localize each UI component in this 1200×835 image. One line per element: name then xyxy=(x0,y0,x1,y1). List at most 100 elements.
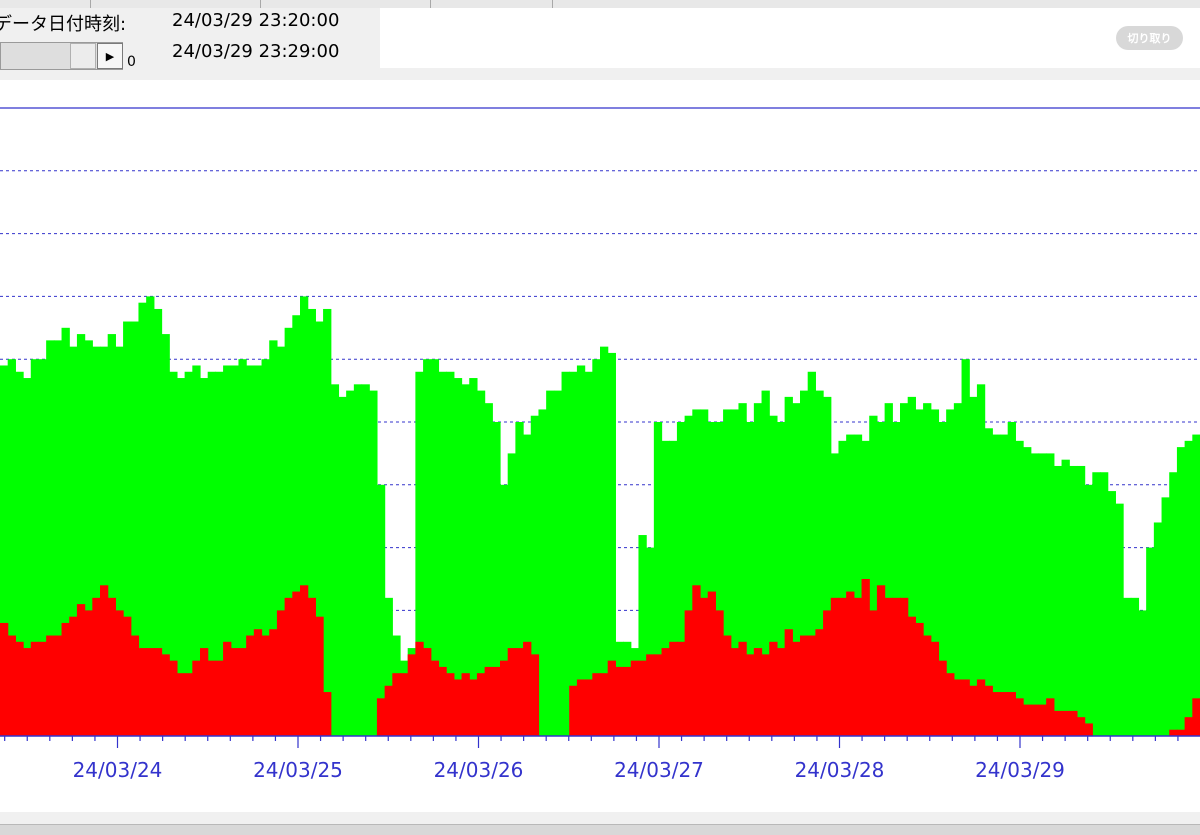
green-series-bar xyxy=(1169,472,1178,736)
green-series-bar xyxy=(276,346,286,736)
green-series-bar xyxy=(361,384,370,736)
x-tick-label: 24/03/24 xyxy=(73,758,163,782)
green-series-bar xyxy=(30,359,40,736)
green-series-bar xyxy=(669,440,678,736)
green-series-bar xyxy=(184,371,193,736)
green-series-bar xyxy=(469,378,478,736)
x-tick-label: 24/03/29 xyxy=(975,758,1065,782)
red-series-bar xyxy=(807,635,816,736)
bottom-scrollbar[interactable] xyxy=(0,824,1200,835)
green-series-bar xyxy=(707,422,716,736)
red-series-bar xyxy=(653,654,663,736)
red-series-bar xyxy=(76,604,86,736)
green-series-bar xyxy=(1084,484,1093,736)
green-series-bar xyxy=(300,296,309,736)
green-series-bar xyxy=(69,346,78,736)
red-series-bar xyxy=(930,641,940,736)
green-series-bar xyxy=(815,390,824,736)
red-series-bar xyxy=(230,648,240,736)
green-series-bar xyxy=(769,415,778,736)
red-series-bar xyxy=(1192,698,1200,736)
green-series-bar xyxy=(530,415,540,736)
green-series-bar xyxy=(100,346,109,736)
red-series-bar xyxy=(869,610,878,736)
green-series-bar xyxy=(761,390,770,736)
green-series-bar xyxy=(230,365,240,736)
green-series-bar xyxy=(238,359,247,736)
green-series-bar xyxy=(523,434,532,736)
cut-button[interactable]: 切り取り xyxy=(1116,26,1183,50)
red-series-bar xyxy=(638,660,647,736)
green-series-bar xyxy=(269,340,278,736)
red-series-bar xyxy=(646,654,655,736)
red-series-bar xyxy=(730,648,740,736)
red-series-bar xyxy=(584,679,593,736)
red-series-bar xyxy=(261,635,270,736)
step-forward-button[interactable]: ▶ xyxy=(97,43,123,69)
green-series-bar xyxy=(953,403,963,736)
green-series-bar xyxy=(1069,465,1078,736)
red-series-bar xyxy=(692,585,701,736)
green-series-bar xyxy=(600,346,609,736)
green-series-bar xyxy=(576,365,586,736)
green-series-bar xyxy=(807,371,816,736)
green-series-bar xyxy=(92,346,101,736)
red-series-bar xyxy=(430,660,440,736)
red-series-bar xyxy=(207,660,216,736)
red-series-bar xyxy=(300,585,309,736)
green-series-bar xyxy=(323,308,332,736)
data-datetime-label: データ日付時刻: xyxy=(0,14,127,35)
red-series-bar xyxy=(138,648,147,736)
red-series-bar xyxy=(830,597,840,736)
red-series-bar xyxy=(415,641,424,736)
green-series-bar xyxy=(246,365,255,736)
red-series-bar xyxy=(323,692,332,736)
green-series-bar xyxy=(7,359,16,736)
green-series-bar xyxy=(223,365,232,736)
red-series-bar xyxy=(669,641,678,736)
red-series-bar xyxy=(453,679,463,736)
red-series-bar xyxy=(753,648,763,736)
green-series-bar xyxy=(338,396,347,736)
green-series-bar xyxy=(1176,447,1186,736)
red-series-bar xyxy=(800,635,809,736)
green-series-bar xyxy=(553,390,563,736)
red-series-bar xyxy=(792,641,801,736)
green-series-bar xyxy=(253,365,263,736)
red-series-bar xyxy=(1084,723,1093,736)
red-series-bar xyxy=(630,660,640,736)
green-series-bar xyxy=(1146,547,1155,736)
red-series-bar xyxy=(100,585,109,736)
green-series-bar xyxy=(892,422,901,736)
green-series-bar xyxy=(592,359,601,736)
red-series-bar xyxy=(846,591,855,736)
red-series-bar xyxy=(661,648,670,736)
red-series-bar xyxy=(969,685,978,736)
slider-thumb[interactable] xyxy=(70,43,96,69)
green-series-bar xyxy=(76,334,86,736)
red-series-bar xyxy=(884,597,893,736)
red-series-bar xyxy=(892,597,901,736)
green-series-bar xyxy=(1076,465,1086,736)
green-series-bar xyxy=(423,359,432,736)
red-series-bar xyxy=(384,685,393,736)
green-series-bar xyxy=(930,409,940,736)
green-series-bar xyxy=(846,434,855,736)
red-series-bar xyxy=(476,673,486,736)
green-series-bar xyxy=(492,422,501,736)
green-series-bar xyxy=(53,340,63,736)
green-series-bar xyxy=(153,308,163,736)
red-series-bar xyxy=(607,660,616,736)
red-series-bar xyxy=(461,673,470,736)
green-series-bar xyxy=(0,365,9,736)
green-series-bar xyxy=(1138,610,1147,736)
green-series-bar xyxy=(515,422,524,736)
green-series-bar xyxy=(900,403,909,736)
red-series-bar xyxy=(1007,692,1016,736)
red-series-bar xyxy=(515,648,524,736)
red-series-bar xyxy=(153,648,163,736)
play-right-icon: ▶ xyxy=(105,49,115,63)
green-series-bar xyxy=(969,396,978,736)
green-series-bar xyxy=(838,440,847,736)
green-series-bar xyxy=(369,390,378,736)
